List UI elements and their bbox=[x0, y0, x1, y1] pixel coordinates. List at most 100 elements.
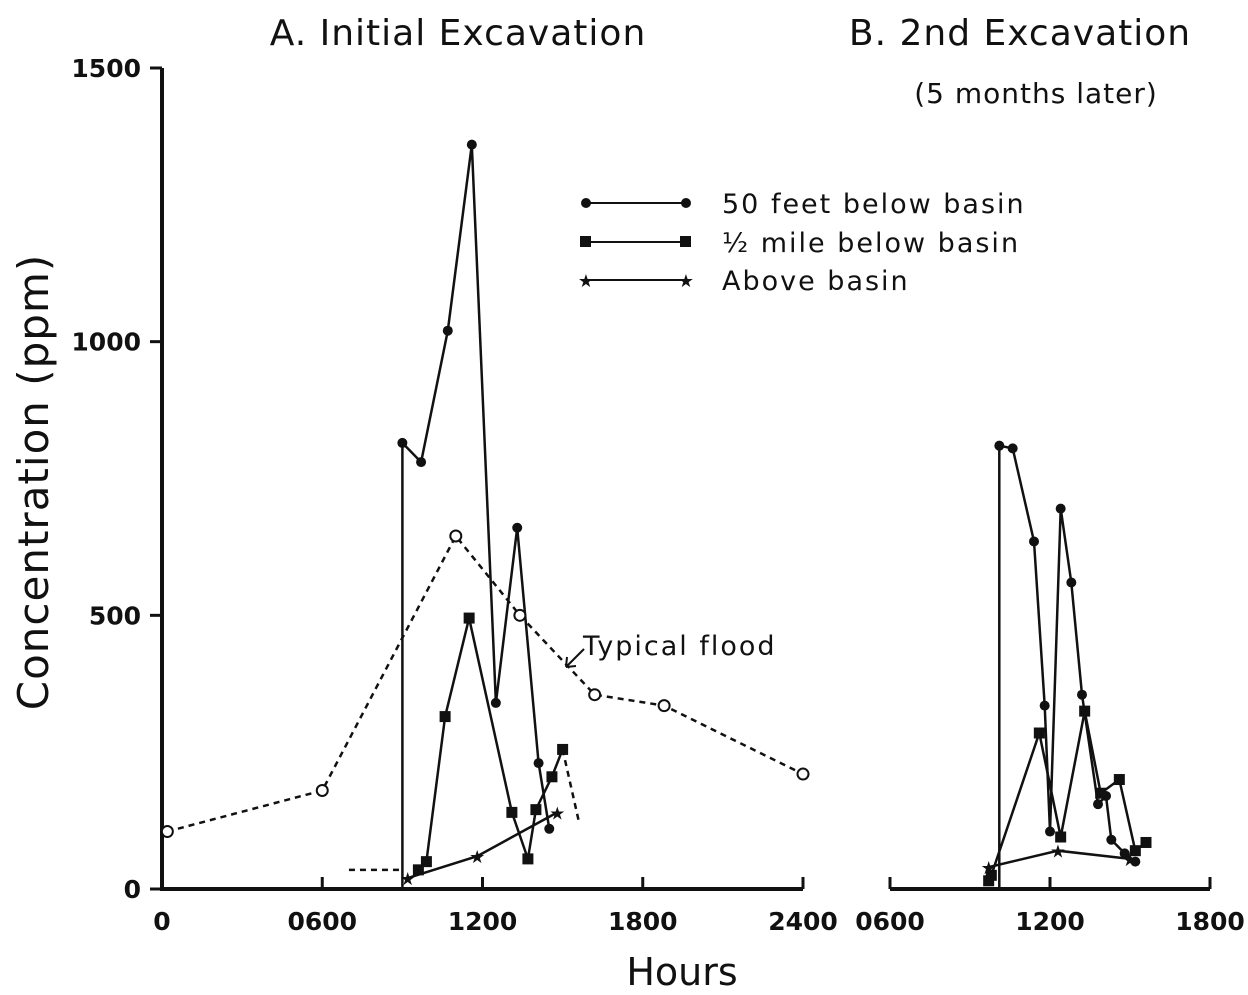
data-point-star: ★ bbox=[981, 858, 997, 879]
y-tick-label: 1000 bbox=[71, 328, 141, 357]
data-point-square bbox=[985, 869, 997, 881]
annotation-arrow-shaft bbox=[565, 648, 585, 668]
data-point-square bbox=[412, 864, 424, 876]
data-point-circle bbox=[994, 440, 1005, 451]
annotation-arrow-head bbox=[565, 656, 577, 668]
data-point-circle bbox=[397, 437, 408, 448]
legend-label-50-feet: 50 feet below basin bbox=[722, 189, 1026, 220]
x-tick-label: 1800 bbox=[608, 907, 678, 936]
legend-star-marker: ★ bbox=[578, 271, 594, 292]
data-point-square bbox=[546, 771, 558, 783]
panel-a-series: ★ ★ ★ bbox=[160, 139, 810, 890]
panel-b-series-1-2-mile-below-basin bbox=[983, 705, 1152, 887]
data-point-square bbox=[530, 804, 542, 816]
x-tick-label: 0600 bbox=[287, 907, 357, 936]
panel-b-series: ★ ★ ★ bbox=[981, 440, 1152, 889]
x-tick-label: 1200 bbox=[448, 907, 518, 936]
data-point-square bbox=[463, 612, 475, 624]
x-tick-label: 1200 bbox=[1015, 907, 1085, 936]
legend-item-50-feet: 50 feet below basin bbox=[581, 189, 1026, 220]
y-tick-label: 0 bbox=[124, 875, 141, 904]
data-point-circle bbox=[544, 823, 555, 834]
data-point-circle bbox=[1066, 577, 1077, 588]
data-point-circle bbox=[1045, 826, 1055, 837]
panel-b-series-above-basin: ★ ★ ★ bbox=[981, 842, 1138, 879]
panel-a-axes bbox=[160, 68, 803, 891]
data-point-circle bbox=[490, 697, 501, 708]
panel-a-series-1-2-mile-below-basin bbox=[412, 612, 569, 876]
data-point-circle bbox=[1039, 700, 1050, 711]
legend-label-half-mile: ½ mile below basin bbox=[722, 228, 1020, 259]
legend-item-above-basin: ★ ★ Above basin bbox=[578, 266, 910, 297]
series-line bbox=[401, 144, 551, 889]
data-point-square bbox=[506, 806, 518, 818]
data-point-open-circle bbox=[449, 529, 463, 543]
data-point-square bbox=[1033, 727, 1045, 739]
data-point-square bbox=[1055, 831, 1067, 843]
legend-square-marker bbox=[680, 236, 691, 247]
x-tick-label: 0 bbox=[153, 907, 170, 936]
y-tick-label: 500 bbox=[89, 601, 141, 630]
panel-b-subtitle: (5 months later) bbox=[914, 77, 1158, 110]
panel-a-title: A. Initial Excavation bbox=[270, 13, 647, 54]
data-point-circle bbox=[1119, 848, 1130, 859]
data-point-circle bbox=[1007, 443, 1018, 454]
x-tick-label: 2400 bbox=[768, 907, 838, 936]
x-axis-label: Hours bbox=[626, 950, 737, 994]
x-tick-label: 1800 bbox=[1175, 907, 1245, 936]
data-point-circle bbox=[1093, 799, 1103, 810]
tick-marks bbox=[150, 66, 1212, 891]
data-point-circle bbox=[1130, 856, 1141, 867]
panel-a-series-50-feet-below-basin bbox=[397, 139, 555, 889]
data-point-square bbox=[1079, 705, 1091, 717]
series-line bbox=[998, 444, 1137, 889]
data-point-circle bbox=[1055, 503, 1066, 514]
data-point-star: ★ bbox=[1050, 842, 1066, 863]
data-point-open-circle bbox=[160, 825, 174, 839]
data-point-circle bbox=[442, 325, 453, 336]
panel-b-title: B. 2nd Excavation bbox=[849, 13, 1191, 54]
data-point-open-circle bbox=[796, 767, 810, 781]
legend-item-half-mile: ½ mile below basin bbox=[580, 228, 1020, 259]
legend: 50 feet below basin ½ mile below basin ★… bbox=[578, 189, 1026, 297]
tick-labels: 0 500 1000 1500 0 0600 1200 1800 2400 0600 1200 180… bbox=[71, 54, 1244, 936]
data-point-circle bbox=[533, 758, 544, 769]
data-point-circle bbox=[1077, 689, 1087, 700]
legend-square-marker bbox=[580, 236, 591, 247]
legend-label-above-basin: Above basin bbox=[722, 266, 910, 297]
data-point-square bbox=[1140, 836, 1152, 848]
data-point-circle bbox=[512, 522, 523, 533]
data-point-square bbox=[522, 853, 534, 865]
data-point-open-circle bbox=[513, 608, 527, 622]
data-point-star: ★ bbox=[400, 869, 416, 890]
legend-star-marker: ★ bbox=[678, 271, 694, 292]
series-line bbox=[417, 617, 564, 871]
data-point-circle bbox=[1106, 834, 1117, 845]
data-point-circle bbox=[416, 457, 427, 468]
legend-circle-marker bbox=[581, 198, 591, 208]
panel-a-series-above-basin: ★ ★ ★ bbox=[400, 803, 566, 890]
legend-circle-marker bbox=[681, 198, 691, 208]
dashed-tail-segment bbox=[561, 749, 580, 821]
data-point-open-circle bbox=[588, 688, 602, 702]
data-point-square bbox=[439, 711, 451, 723]
data-point-open-circle bbox=[657, 699, 671, 713]
series-line bbox=[407, 811, 558, 880]
panel-b-series-50-feet-below-basin bbox=[994, 440, 1141, 889]
data-point-square bbox=[1095, 787, 1107, 799]
data-point-square bbox=[1113, 774, 1125, 786]
typical-flood-annotation: Typical flood bbox=[565, 631, 777, 668]
y-tick-label: 1500 bbox=[71, 54, 141, 83]
data-point-star: ★ bbox=[549, 803, 565, 824]
data-point-circle bbox=[1029, 536, 1039, 547]
panel-a-series-typical-flood bbox=[160, 529, 810, 839]
data-point-open-circle bbox=[315, 783, 329, 797]
x-tick-label: 0600 bbox=[855, 907, 925, 936]
series-line bbox=[166, 533, 804, 833]
y-axis-label: Concentration (ppm) bbox=[9, 254, 58, 710]
data-point-star: ★ bbox=[1122, 850, 1138, 871]
typical-flood-label: Typical flood bbox=[582, 631, 777, 662]
data-point-square bbox=[420, 856, 432, 868]
series-line bbox=[988, 849, 1131, 869]
